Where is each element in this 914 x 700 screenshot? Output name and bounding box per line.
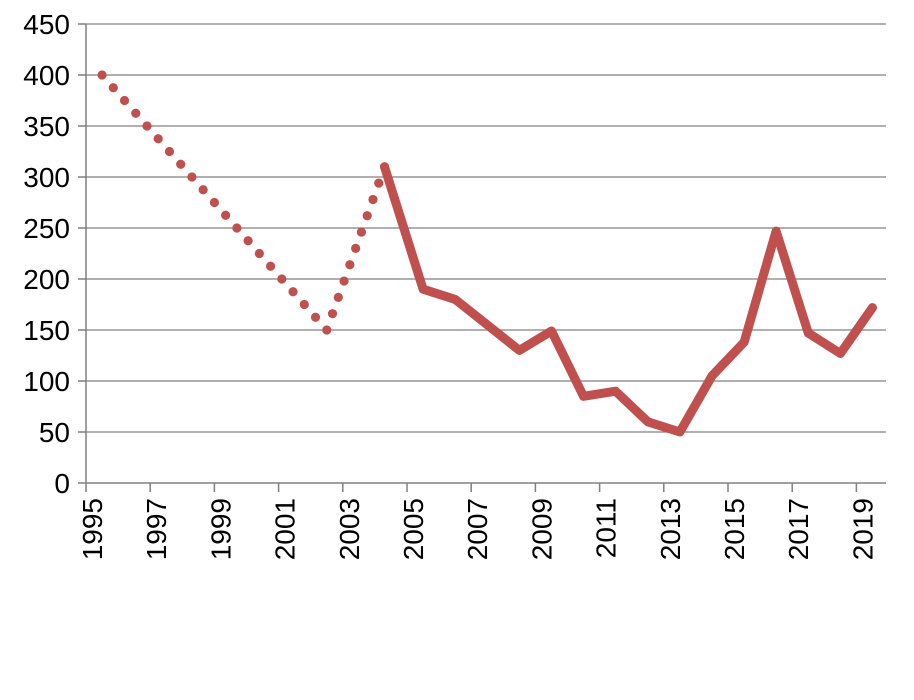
series-dot: [254, 248, 264, 259]
series-dot: [351, 243, 361, 253]
series-dot: [164, 146, 175, 157]
series-dotted: [97, 70, 390, 335]
x-tick-label: 2007: [462, 498, 493, 560]
x-tick-label: 1999: [205, 498, 236, 560]
gridlines: [86, 23, 886, 433]
y-tick-label: 150: [23, 315, 70, 346]
x-tick-label: 2017: [783, 498, 814, 560]
series-dot: [221, 210, 231, 220]
x-tick-label: 2019: [847, 498, 878, 560]
series-dot: [198, 185, 208, 195]
series-line: [380, 162, 877, 437]
series-dot: [265, 261, 276, 271]
x-tick-label: 2003: [334, 498, 365, 560]
series-dot: [368, 194, 378, 205]
series-dot: [288, 287, 298, 297]
series-dot: [142, 121, 152, 131]
series-dot: [356, 227, 367, 237]
series-dot: [299, 299, 309, 310]
series: [97, 70, 877, 437]
x-tick-label: 2001: [270, 498, 301, 560]
y-tick-label: 250: [23, 213, 70, 244]
series-dot: [131, 108, 141, 118]
series-dot: [362, 211, 372, 221]
y-tick-label: 50: [39, 417, 70, 448]
y-tick-label: 350: [23, 111, 70, 142]
x-tick-label: 2011: [591, 498, 622, 558]
y-tick-label: 300: [23, 162, 70, 193]
series-dot: [176, 159, 186, 169]
x-tick-label: 1997: [141, 498, 172, 560]
series-dot: [209, 197, 219, 208]
axes: [78, 23, 886, 492]
series-dot: [339, 276, 349, 286]
series-dot: [310, 312, 321, 322]
y-tick-label: 200: [23, 264, 70, 295]
series-dot: [327, 309, 338, 319]
tick-labels: 0 50 100 150 200 250 300 350 400 450 1995 1997 1999 2…: [23, 9, 878, 560]
series-dot: [243, 236, 253, 246]
series-dot: [232, 223, 242, 233]
series-dot: [345, 260, 355, 270]
x-tick-label: 2009: [526, 498, 557, 560]
y-tick-label: 450: [23, 9, 70, 40]
series-dot: [277, 274, 287, 284]
y-tick-label: 400: [23, 60, 70, 91]
series-dot: [187, 172, 197, 182]
x-tick-label: 2005: [398, 498, 429, 560]
series-dot: [333, 292, 343, 302]
x-tick-label: 1995: [77, 498, 108, 560]
x-tick-label: 2015: [719, 498, 750, 560]
series-dot: [322, 325, 332, 335]
series-dot: [97, 70, 107, 80]
y-tick-label: 100: [23, 366, 70, 397]
series-dot: [153, 134, 163, 144]
x-tick-label: 2013: [655, 498, 686, 560]
series-dot: [374, 178, 384, 188]
series-dot: [108, 83, 118, 93]
series-dot: [119, 95, 130, 106]
y-tick-label: 0: [54, 468, 70, 499]
